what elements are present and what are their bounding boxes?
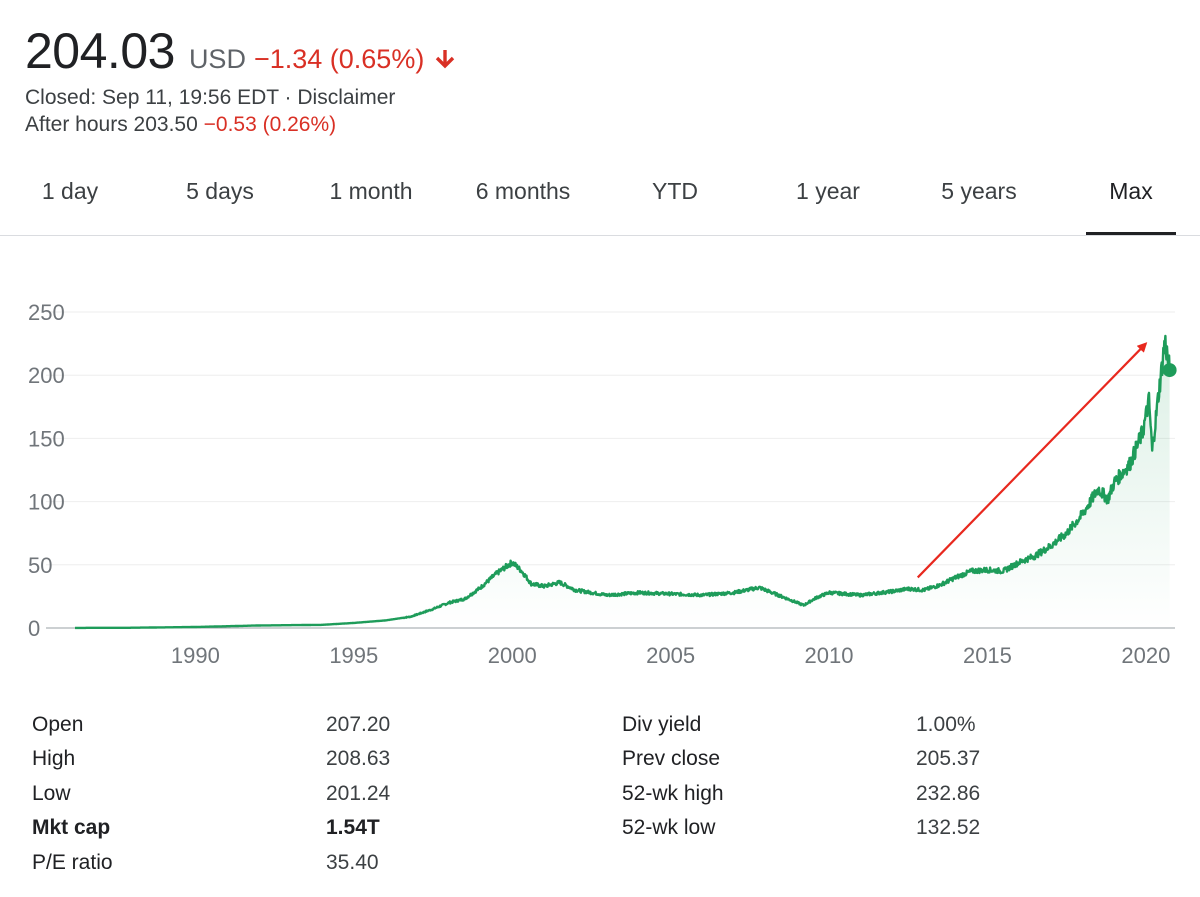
stat-value-high: 208.63 [326,747,391,770]
stat-value-52wk-high: 232.86 [916,782,981,805]
stat-value-low: 201.24 [326,782,391,805]
tab-5-days[interactable]: 5 days [186,178,254,204]
stat-value-52wk-low: 132.52 [916,816,981,839]
tab-1-day[interactable]: 1 day [41,178,99,204]
tab-max[interactable]: Max [1086,165,1176,235]
x-tick-label: 2000 [488,643,537,668]
stat-label-52wk-high: 52-wk high [622,782,724,805]
series-area [75,335,1170,628]
x-tick-label: 2015 [963,643,1012,668]
y-tick-label: 250 [28,300,65,325]
x-tick-label: 2010 [805,643,854,668]
tab-5-years[interactable]: 5 years [941,178,1017,204]
stat-value-open: 207.20 [326,713,391,736]
key-stats: Open 207.20 High 208.63 Low 201.24 Mkt c… [0,708,1200,888]
after-hours-price: After hours 203.50 [25,113,198,136]
stat-label-div-yield: Div yield [622,713,702,736]
stat-label-mkt-cap: Mkt cap [32,816,111,839]
tab-1-year[interactable]: 1 year [796,178,860,204]
stat-value-div-yield: 1.00% [916,713,976,736]
stat-label-low: Low [32,782,71,805]
arrow-down-icon [434,48,456,70]
currency-label: USD [188,44,246,74]
series-line [74,334,1171,630]
price-change: −1.34 (0.65%) [253,44,425,74]
y-tick-label: 0 [28,616,40,641]
stat-value-prev-close: 205.37 [916,747,981,770]
x-tick-label: 2005 [646,643,695,668]
stat-label-open: Open [32,713,84,736]
range-tabs: 1 day 5 days 1 month 6 months YTD 1 year… [0,165,1200,236]
stat-label-high: High [32,747,76,770]
stat-value-pe-ratio: 35.40 [326,851,379,874]
x-tick-label: 1990 [171,643,220,668]
price-chart: 0 50 100 150 200 250 1990 1995 2000 2005 2010 2015 2… [28,300,1177,668]
current-price: 204.03 [25,23,175,79]
tab-6-months[interactable]: 6 months [475,178,571,204]
closed-status: Closed: Sep 11, 19:56 EDT · Disclaimer [25,86,396,109]
y-tick-label: 100 [28,490,65,515]
stat-label-prev-close: Prev close [622,747,721,770]
stat-label-pe-ratio: P/E ratio [32,851,113,874]
x-tick-label: 2020 [1121,643,1170,668]
price-row: 204.03 USD −1.34 (0.65%) [25,22,456,80]
y-tick-label: 200 [28,363,65,388]
after-hours-change: −0.53 (0.26%) [203,113,337,136]
stat-label-52wk-low: 52-wk low [622,816,716,839]
quote-header: 204.03 USD −1.34 (0.65%) Closed: Sep 11,… [25,22,456,138]
after-hours-line: After hours 203.50 −0.53 (0.26%) [25,111,456,138]
tab-ytd[interactable]: YTD [652,178,698,204]
tab-1-month[interactable]: 1 month [329,178,413,204]
y-tick-label: 150 [28,426,65,451]
x-tick-label: 1995 [329,643,378,668]
trend-arrow-annotation [916,342,1148,579]
y-tick-label: 50 [28,553,52,578]
last-price-dot [1162,363,1177,378]
stat-value-mkt-cap: 1.54T [326,816,380,839]
